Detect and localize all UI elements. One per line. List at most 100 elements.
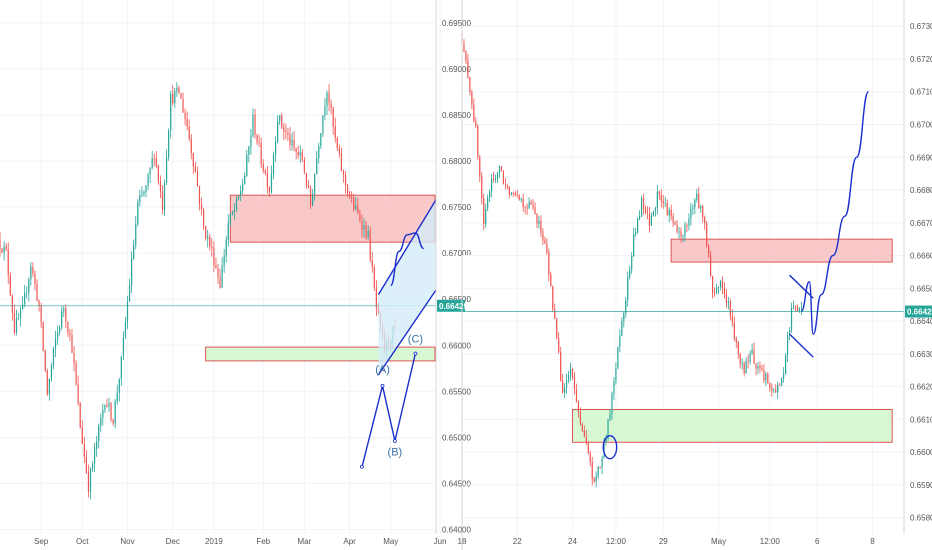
right-candle-body	[723, 288, 726, 295]
left-candle-body	[120, 356, 122, 380]
left-time-tick-label: Nov	[120, 537, 134, 546]
left-candle-body	[250, 135, 252, 147]
right-price-tick-label: 0.66300	[910, 350, 932, 359]
right-candle-body	[711, 276, 714, 294]
right-candle-body	[796, 306, 799, 312]
right-zones	[572, 238, 893, 443]
left-candle-body	[40, 305, 42, 323]
right-candle-body	[540, 220, 542, 233]
left-candle-body	[264, 170, 266, 174]
right-candle-body	[469, 77, 471, 93]
left-candle-body	[145, 185, 147, 192]
left-candle-body	[324, 106, 326, 116]
left-price-tick-label: 0.65500	[442, 387, 471, 396]
left-candle-body	[50, 365, 53, 380]
right-candle-body	[579, 411, 581, 425]
right-candle-body	[621, 321, 623, 337]
right-candle-body	[611, 393, 613, 415]
right-candle-body	[743, 363, 745, 374]
left-candle-body	[98, 425, 100, 442]
left-candle-body	[102, 410, 104, 418]
left-current-price-label: 0.66429	[439, 302, 468, 311]
right-candle-body	[577, 402, 580, 412]
right-candle-body	[646, 212, 649, 214]
left-candle-body	[205, 226, 207, 239]
right-time-axis: 18 22 24 12:00 29 May 12:00 6 8	[458, 537, 876, 546]
left-candle-body	[312, 193, 314, 206]
right-candle-body	[721, 281, 724, 289]
right-price-tick-label: 0.67100	[910, 88, 932, 97]
right-candle-body	[698, 193, 700, 209]
left-candle-body	[320, 133, 322, 147]
right-candle-body	[710, 255, 712, 277]
right-candle-body	[546, 243, 548, 253]
left-wave-label: (B)	[388, 447, 403, 459]
left-candle-body	[184, 112, 186, 119]
left-candle-body	[375, 287, 377, 308]
right-price-tick-label: 0.66000	[910, 448, 932, 457]
left-abc-wave-path	[361, 353, 417, 467]
left-candle-body	[237, 195, 240, 199]
left-candle-body	[340, 153, 342, 171]
left-candle-body	[351, 197, 353, 199]
left-price-tick-label: 0.69000	[442, 65, 471, 74]
right-candle-body	[719, 281, 722, 287]
right-current-price-label: 0.66429	[907, 308, 932, 317]
left-candle-body	[240, 191, 242, 196]
right-circle-marker	[602, 435, 618, 460]
left-candle-body	[303, 160, 305, 174]
left-candle-body	[112, 419, 114, 424]
right-price-tick-label: 0.67300	[910, 22, 932, 31]
left-candle-body	[355, 205, 357, 209]
right-candle-body	[508, 186, 510, 195]
right-candle-body	[619, 336, 621, 347]
left-projection-arc	[390, 232, 424, 287]
left-candle-body	[227, 222, 229, 240]
left-candle-body	[235, 198, 238, 210]
right-time-tick-label: May	[711, 537, 726, 546]
left-time-tick-label: Dec	[166, 537, 180, 546]
right-candle-body	[668, 209, 670, 216]
left-candle-body	[147, 174, 149, 186]
left-candle-body	[198, 186, 201, 204]
right-candle-body	[692, 207, 694, 210]
left-candle-body	[63, 308, 65, 312]
left-candle-body	[46, 370, 48, 395]
left-candle-body	[7, 249, 9, 276]
left-candle-body	[75, 363, 77, 385]
left-price-tick-label: 0.65000	[442, 433, 471, 442]
right-candle-body	[471, 92, 473, 105]
right-price-tick-label: 0.66600	[910, 252, 932, 261]
right-candle-body	[725, 294, 728, 303]
left-candle-body	[203, 209, 205, 227]
left-candle-body	[342, 170, 345, 175]
left-price-tick-label: 0.68000	[442, 157, 471, 166]
left-candle-body	[274, 141, 277, 155]
right-candle-body	[522, 198, 524, 207]
right-candle-body	[771, 388, 773, 391]
left-candle-body	[0, 239, 1, 249]
left-price-tick-label: 0.68500	[442, 111, 471, 120]
right-candle-body	[688, 218, 690, 226]
left-candle-body	[143, 191, 145, 195]
left-candle-body	[83, 444, 85, 457]
right-candle-body	[554, 308, 556, 319]
right-candle-body	[571, 368, 574, 377]
right-candle-body	[727, 301, 729, 303]
left-candle-body	[272, 154, 275, 175]
left-candle-body	[346, 184, 349, 195]
left-candle-body	[231, 212, 233, 215]
right-candle-body	[741, 363, 743, 364]
left-wave-label: (C)	[408, 333, 423, 345]
right-candle-body	[615, 368, 617, 382]
right-candle-body	[755, 363, 757, 369]
right-candle-body	[481, 176, 483, 198]
right-candle-body	[633, 234, 635, 256]
right-candle-body	[644, 208, 647, 213]
left-candle-body	[281, 115, 283, 127]
right-candle-body	[757, 365, 759, 369]
left-time-axis: Sep Oct Nov Dec 2019 Feb Mar Apr May Jun	[34, 537, 447, 546]
left-candle-body	[225, 239, 227, 256]
left-candle-body	[161, 191, 164, 210]
right-candle-body	[597, 466, 599, 477]
